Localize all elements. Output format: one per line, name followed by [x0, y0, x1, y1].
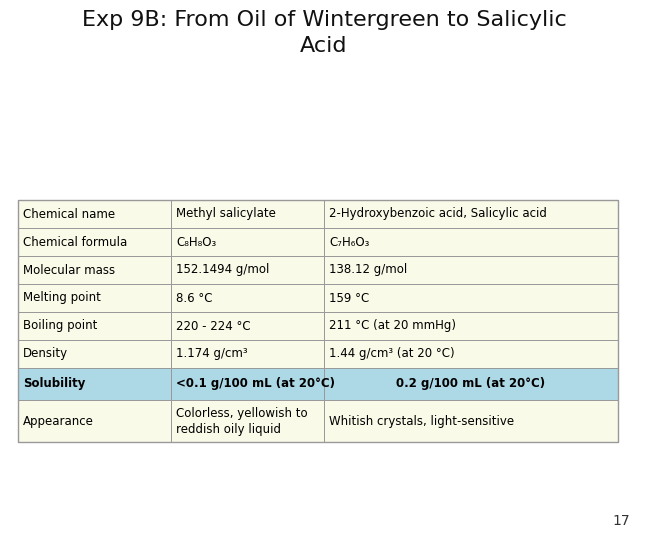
Bar: [171, 368, 324, 400]
Bar: [18, 340, 171, 368]
Text: Exp 9B: From Oil of Wintergreen to Salicylic
Acid: Exp 9B: From Oil of Wintergreen to Salic…: [82, 10, 566, 56]
Text: 17: 17: [612, 514, 630, 528]
Bar: [18, 368, 171, 400]
Text: 8.6 °C: 8.6 °C: [176, 292, 213, 305]
Text: <0.1 g/100 mL (at 20°C): <0.1 g/100 mL (at 20°C): [176, 377, 335, 390]
Bar: [324, 200, 618, 228]
Text: Solubility: Solubility: [23, 377, 86, 390]
Text: 2-Hydroxybenzoic acid, Salicylic acid: 2-Hydroxybenzoic acid, Salicylic acid: [329, 207, 547, 220]
Text: Melting point: Melting point: [23, 292, 101, 305]
Bar: [18, 400, 171, 442]
Text: Density: Density: [23, 348, 68, 361]
Text: 159 °C: 159 °C: [329, 292, 369, 305]
Bar: [324, 312, 618, 340]
Text: C₇H₆O₃: C₇H₆O₃: [329, 235, 369, 248]
Bar: [324, 400, 618, 442]
Text: 211 °C (at 20 mmHg): 211 °C (at 20 mmHg): [329, 320, 456, 333]
Bar: [18, 228, 171, 256]
Bar: [171, 200, 324, 228]
Bar: [324, 368, 618, 400]
Text: Chemical name: Chemical name: [23, 207, 115, 220]
Text: Whitish crystals, light-sensitive: Whitish crystals, light-sensitive: [329, 415, 514, 428]
Bar: [324, 228, 618, 256]
Text: C₈H₈O₃: C₈H₈O₃: [176, 235, 216, 248]
Bar: [171, 340, 324, 368]
Bar: [18, 284, 171, 312]
Text: 1.174 g/cm³: 1.174 g/cm³: [176, 348, 248, 361]
Bar: [171, 312, 324, 340]
Text: 220 - 224 °C: 220 - 224 °C: [176, 320, 251, 333]
Bar: [171, 400, 324, 442]
Bar: [324, 340, 618, 368]
Text: Chemical formula: Chemical formula: [23, 235, 127, 248]
Bar: [171, 284, 324, 312]
Bar: [324, 284, 618, 312]
Bar: [18, 200, 618, 442]
Text: Methyl salicylate: Methyl salicylate: [176, 207, 276, 220]
Text: 152.1494 g/mol: 152.1494 g/mol: [176, 264, 270, 276]
Bar: [18, 200, 171, 228]
Text: 1.44 g/cm³ (at 20 °C): 1.44 g/cm³ (at 20 °C): [329, 348, 455, 361]
Bar: [18, 256, 171, 284]
Text: Molecular mass: Molecular mass: [23, 264, 115, 276]
Text: Appearance: Appearance: [23, 415, 94, 428]
Text: Boiling point: Boiling point: [23, 320, 97, 333]
Text: Colorless, yellowish to
reddish oily liquid: Colorless, yellowish to reddish oily liq…: [176, 407, 308, 435]
Bar: [171, 228, 324, 256]
Bar: [171, 256, 324, 284]
Text: 0.2 g/100 mL (at 20°C): 0.2 g/100 mL (at 20°C): [397, 377, 546, 390]
Bar: [324, 256, 618, 284]
Bar: [18, 312, 171, 340]
Text: 138.12 g/mol: 138.12 g/mol: [329, 264, 407, 276]
